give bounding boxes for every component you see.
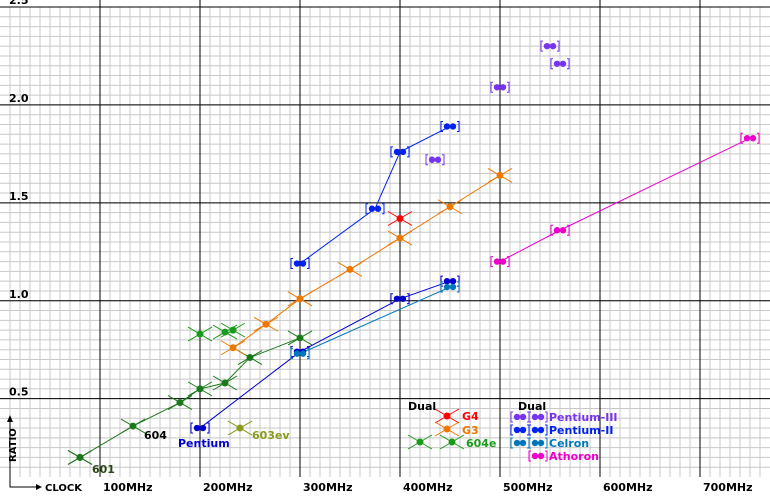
point-g4 xyxy=(387,211,413,226)
y-tick-label: 0.5 xyxy=(9,386,29,399)
point-pentium xyxy=(190,422,210,434)
annotation-pentium-iii: Pentium-III xyxy=(549,411,618,424)
point-pentium-ii xyxy=(390,146,410,158)
point-athoron xyxy=(740,132,760,144)
point-g3 xyxy=(437,199,463,215)
series-line-athoron xyxy=(499,137,751,263)
point-pentium-ii xyxy=(440,120,460,132)
legend-marker-pentium-iii-dual xyxy=(510,411,530,423)
legend-marker-g3 xyxy=(434,421,460,437)
annotation-pentium-ii: Pentium-II xyxy=(549,424,613,437)
point-pentium-ii xyxy=(290,258,310,270)
point-604 xyxy=(212,375,238,391)
x-tick-label: 200MHz xyxy=(203,481,253,494)
x-tick-label: 600MHz xyxy=(603,481,653,494)
y-tick-label: 2.0 xyxy=(9,92,29,105)
legend-marker-g4 xyxy=(434,408,460,424)
series-line-pentium xyxy=(199,280,451,429)
legend-marker-pentium-iii xyxy=(528,411,548,423)
y-axis-arrowhead xyxy=(7,415,13,422)
point-pentium xyxy=(390,293,410,305)
point-pentium-iii xyxy=(425,154,445,166)
series-markers xyxy=(67,40,760,465)
point-celron xyxy=(290,348,310,360)
annotation-celron: Celron xyxy=(549,437,589,450)
annotation-g4: G4 xyxy=(462,410,479,423)
y-axis-label: RATIO xyxy=(8,428,19,462)
x-tick-label: 400MHz xyxy=(403,481,453,494)
legend-marker-celron-dual xyxy=(510,437,530,449)
point-604e xyxy=(187,326,213,342)
legend-marker-604e-1 xyxy=(407,434,433,450)
annotation-athoron: Athoron xyxy=(549,450,599,463)
legend-marker-athoron xyxy=(528,450,548,462)
point-g3 xyxy=(220,340,246,356)
x-axis-arrowhead xyxy=(36,484,42,490)
x-tick-label: 300MHz xyxy=(303,481,353,494)
y-tick-label: 1.0 xyxy=(9,288,29,301)
point-604 xyxy=(187,381,213,397)
y-tick-label: 1.5 xyxy=(9,190,29,203)
grid xyxy=(0,0,770,477)
point-604 xyxy=(287,330,313,346)
point-pentium-ii xyxy=(365,203,385,215)
point-604 xyxy=(67,449,93,465)
annotation-604e: 604e xyxy=(466,437,496,450)
point-603ev xyxy=(227,420,253,436)
y-tick-label: 2.5 xyxy=(9,0,29,7)
series-line-pentium-ii xyxy=(299,126,451,264)
x-tick-label: 100MHz xyxy=(103,481,153,494)
point-athoron xyxy=(550,224,570,236)
point-604 xyxy=(120,418,146,434)
point-604 xyxy=(167,395,193,411)
point-pentium-iii xyxy=(490,81,510,93)
series-line-celron xyxy=(299,286,451,355)
axis-arrow xyxy=(9,422,36,488)
point-g3 xyxy=(387,230,413,246)
point-pentium xyxy=(440,275,460,287)
x-axis-label: CLOCK xyxy=(45,483,83,494)
annotation-604: 604 xyxy=(144,429,167,442)
annotation-g3: G3 xyxy=(462,424,479,437)
legend-marker-celron xyxy=(528,437,548,449)
x-tick-label: 500MHz xyxy=(503,481,553,494)
annotation-601: 601 xyxy=(92,463,115,476)
point-pentium-iii xyxy=(550,58,570,70)
annotation-pentium: Pentium xyxy=(178,437,230,450)
axes: 100MHz 200MHz 300MHz 400MHz 500MHz 600MHz 700M… xyxy=(7,0,753,494)
point-g3 xyxy=(337,261,363,277)
point-celron xyxy=(440,281,460,293)
annotation-603ev: 603ev xyxy=(252,429,290,442)
point-pentium-iii xyxy=(540,40,560,52)
annotation-dual: Dual xyxy=(408,400,436,413)
x-tick-label: 700MHz xyxy=(703,481,753,494)
point-g3 xyxy=(253,316,279,332)
point-g3 xyxy=(287,291,313,307)
point-g3 xyxy=(487,167,513,183)
legend-marker-pentium-ii xyxy=(528,424,548,436)
annotation-dual: Dual xyxy=(518,400,546,413)
legend-marker-604e-2 xyxy=(439,434,465,450)
point-athoron xyxy=(490,256,510,268)
point-604e xyxy=(220,322,246,338)
